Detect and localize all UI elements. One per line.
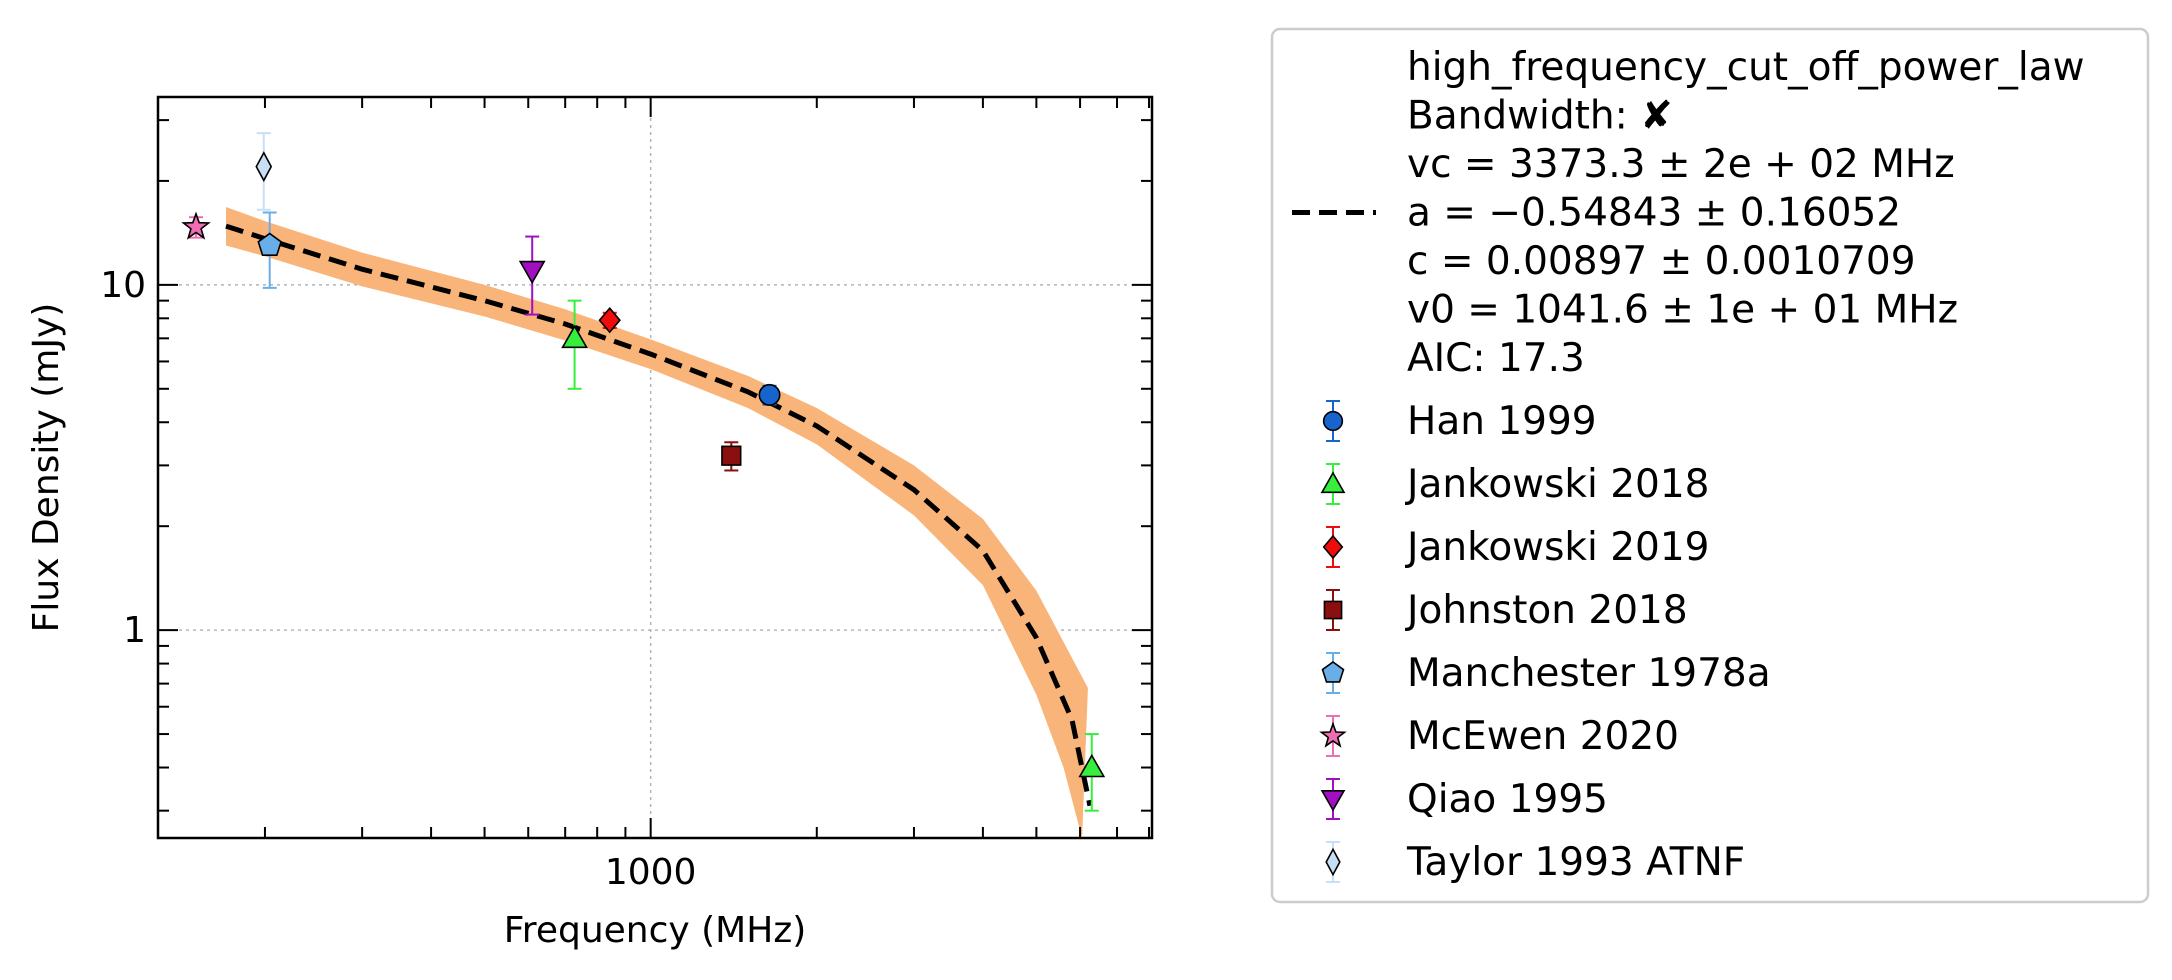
data-point bbox=[598, 306, 621, 334]
fit-band bbox=[226, 207, 1088, 839]
legend-label: Jankowski 2019 bbox=[1404, 525, 1709, 570]
data-point bbox=[1078, 753, 1106, 778]
legend-marker bbox=[1322, 534, 1344, 560]
data-point bbox=[518, 260, 546, 285]
legend-fit-line: vc = 3373.3 ± 2e + 02 MHz bbox=[1407, 142, 1955, 187]
x-tick-label: 1000 bbox=[605, 852, 697, 893]
legend-label: Taylor 1993 ATNF bbox=[1406, 840, 1745, 885]
plot-frame bbox=[156, 95, 1154, 840]
legend-marker bbox=[1319, 721, 1347, 748]
y-tick-label: 10 bbox=[100, 265, 146, 306]
legend-label: Johnston 2018 bbox=[1404, 588, 1688, 633]
y-axis-label: Flux Density (mJy) bbox=[26, 303, 67, 633]
fit-line bbox=[225, 223, 1093, 807]
legend-fit-line: Bandwidth: ✘ bbox=[1407, 94, 1673, 139]
legend-entry-manchester-1978a: Manchester 1978a bbox=[1321, 651, 1771, 696]
legend-box bbox=[1270, 27, 2150, 904]
legend-entry-jankowski-2019: Jankowski 2019 bbox=[1322, 525, 1709, 570]
legend-fit-line: c = 0.00897 ± 0.0010709 bbox=[1407, 239, 1916, 284]
legend-fit-line: v0 = 1041.6 ± 1e + 01 MHz bbox=[1407, 288, 1958, 333]
data-point bbox=[257, 232, 283, 256]
legend-entry-mcewen-2020: McEwen 2020 bbox=[1319, 714, 1679, 759]
legend-entry-han-1999: Han 1999 bbox=[1322, 399, 1597, 444]
legend-marker bbox=[1325, 847, 1341, 877]
legend: high_frequency_cut_off_power_lawBandwidt… bbox=[1270, 27, 2150, 904]
legend-fit-line: AIC: 17.3 bbox=[1407, 336, 1585, 381]
fit-curve bbox=[225, 223, 1093, 807]
legend-entry-taylor-1993-atnf: Taylor 1993 ATNF bbox=[1325, 840, 1745, 885]
data-point bbox=[561, 324, 588, 349]
legend-label: McEwen 2020 bbox=[1407, 714, 1679, 759]
legend-label: Manchester 1978a bbox=[1407, 651, 1771, 696]
legend-label: Jankowski 2018 bbox=[1404, 462, 1709, 507]
legend-marker bbox=[1322, 410, 1344, 432]
data-point bbox=[721, 445, 742, 466]
legend-fit-entry: high_frequency_cut_off_power_lawBandwidt… bbox=[1292, 45, 2085, 381]
legend-fit-line: high_frequency_cut_off_power_law bbox=[1407, 45, 2085, 90]
x-axis-label: Frequency (MHz) bbox=[504, 910, 807, 951]
legend-entry-johnston-2018: Johnston 2018 bbox=[1323, 588, 1688, 633]
legend-series-entries: Han 1999 Jankowski 2018 Jankowski 2019 John… bbox=[1319, 399, 1771, 885]
data-point bbox=[758, 383, 781, 406]
grid-lines bbox=[158, 97, 1152, 838]
data-point bbox=[181, 211, 211, 240]
data-points bbox=[181, 132, 1106, 812]
legend-marker bbox=[1320, 789, 1346, 812]
legend-label: Qiao 1995 bbox=[1407, 777, 1608, 822]
legend-marker bbox=[1323, 600, 1343, 620]
legend-entry-qiao-1995: Qiao 1995 bbox=[1320, 777, 1608, 822]
y-tick-label: 1 bbox=[123, 610, 146, 651]
legend-marker bbox=[1321, 661, 1345, 683]
legend-fit-line: a = −0.54843 ± 0.16052 bbox=[1407, 191, 1901, 236]
axis-ticks: 1000 1 10 bbox=[100, 97, 1152, 893]
legend-entry-jankowski-2018: Jankowski 2018 bbox=[1320, 462, 1709, 507]
legend-marker bbox=[1320, 471, 1346, 494]
legend-label: Han 1999 bbox=[1407, 399, 1597, 444]
data-point bbox=[255, 151, 273, 183]
fit-uncertainty-band bbox=[226, 207, 1088, 839]
